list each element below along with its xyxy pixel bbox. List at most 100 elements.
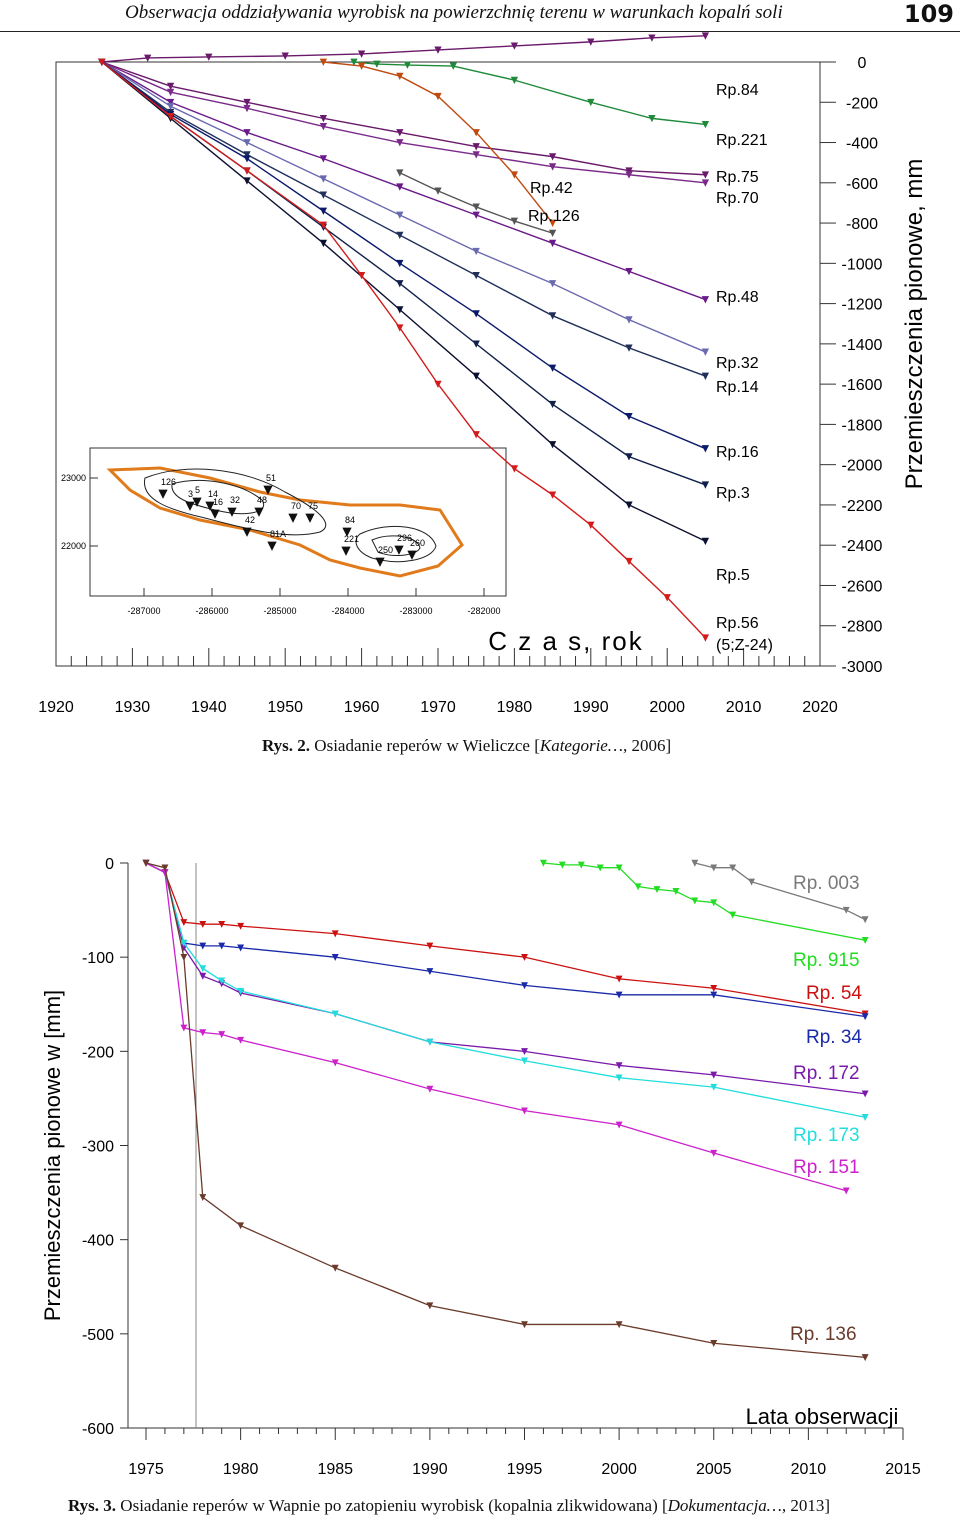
figure-2-caption: Rys. 2. Osiadanie reperów w Wieliczce [K…	[262, 736, 671, 756]
data-point	[319, 191, 328, 199]
data-point	[748, 878, 756, 886]
data-point	[615, 864, 623, 872]
data-point	[625, 316, 633, 324]
data-point	[199, 1029, 207, 1037]
inset-benchmark-label: 3	[188, 489, 193, 499]
series-line	[145, 862, 847, 1192]
data-point	[710, 991, 718, 999]
y-tick-label: -200	[82, 1044, 114, 1061]
inset-x-label: -282000	[467, 606, 500, 616]
data-point	[710, 899, 718, 907]
data-point	[615, 975, 623, 983]
series-rp-84: Rp.84	[98, 32, 759, 99]
inset-benchmark-marker	[227, 507, 237, 517]
data-point	[472, 143, 480, 151]
data-point	[701, 634, 710, 642]
series-rp-34: Rp. 34	[142, 859, 869, 1048]
series-rp-16: Rp.16	[98, 58, 759, 461]
data-point	[615, 1121, 623, 1129]
data-point	[548, 163, 557, 171]
y-tick-label: -2800	[842, 619, 883, 636]
caption-end: , 2013]	[781, 1496, 831, 1515]
data-point	[319, 155, 328, 163]
series-rp-126: Rp.126	[396, 169, 580, 238]
data-point	[701, 372, 710, 380]
data-point	[331, 930, 339, 938]
series-label: Rp. 003	[793, 873, 860, 894]
caption-label: Rys. 3.	[68, 1496, 117, 1515]
data-point	[237, 944, 245, 952]
data-point	[701, 537, 710, 546]
data-point	[373, 60, 381, 68]
y-tick-label: -600	[82, 1421, 114, 1438]
data-point	[587, 521, 595, 529]
inset-benchmark-label: 14	[208, 489, 218, 499]
x-tick-label: 1985	[317, 1461, 353, 1478]
data-point	[510, 217, 519, 225]
inset-benchmark-marker	[192, 497, 202, 507]
series-rp-221: Rp.221	[350, 58, 768, 149]
inset-benchmark-marker	[242, 527, 252, 537]
data-point	[587, 38, 595, 46]
data-point	[218, 1031, 226, 1039]
series-rp-151: Rp. 151	[142, 859, 860, 1195]
inset-benchmark-label: 250	[378, 545, 393, 555]
inset-benchmark-label: 260	[410, 538, 425, 548]
data-point	[180, 919, 188, 927]
data-point	[403, 61, 412, 69]
data-point	[701, 445, 710, 453]
data-point	[521, 1107, 528, 1115]
inset-x-label: -285000	[263, 606, 296, 616]
data-point	[396, 280, 404, 288]
data-point	[199, 942, 207, 950]
data-point	[319, 239, 328, 248]
data-point	[648, 114, 656, 123]
series-rp-172: Rp. 172	[142, 859, 869, 1098]
data-point	[625, 557, 633, 566]
data-point	[426, 1085, 434, 1093]
caption-source: Kategorie…	[539, 736, 623, 755]
series-label: Rp. 34	[806, 1027, 862, 1048]
data-point	[396, 72, 404, 80]
y-tick-label: 0	[858, 55, 867, 72]
y-tick-label: -400	[846, 136, 878, 153]
y-tick-label: -100	[82, 950, 114, 967]
data-point	[510, 171, 519, 179]
inset-benchmark-marker	[210, 509, 220, 519]
series-label: Rp.126	[528, 208, 580, 225]
y-tick-label: -300	[82, 1139, 114, 1156]
data-point	[180, 1024, 188, 1032]
series-label: Rp.42	[530, 180, 573, 197]
data-point	[243, 177, 251, 185]
y-tick-label: -400	[82, 1233, 114, 1250]
inset-frame	[89, 447, 507, 597]
y-tick-label: -2400	[842, 538, 883, 555]
inset-benchmark-marker	[342, 527, 352, 537]
data-point	[357, 50, 366, 58]
inset-y-label: 23000	[61, 473, 86, 483]
y-tick-label: -3000	[842, 659, 883, 676]
data-point	[237, 987, 245, 995]
series-label: Rp.3	[716, 485, 750, 502]
x-tick-label: 1930	[115, 699, 151, 716]
data-point	[615, 991, 623, 999]
series-line	[101, 35, 706, 63]
data-point	[281, 52, 289, 60]
data-point	[396, 139, 404, 147]
data-point	[691, 859, 699, 867]
data-point	[426, 968, 434, 975]
data-point	[625, 453, 633, 461]
data-point	[653, 886, 661, 894]
inset-benchmark-label: 84	[345, 515, 355, 525]
data-point	[472, 129, 480, 137]
series-rp-42: Rp.42	[319, 58, 573, 227]
mining-boundary	[106, 466, 464, 578]
series-rp-54: Rp. 54	[142, 859, 869, 1018]
y-tick-label: -1000	[842, 256, 883, 273]
data-point	[701, 171, 710, 179]
inset-benchmark-marker	[394, 545, 404, 555]
data-point	[434, 46, 442, 54]
series-rp-5: Rp.5	[98, 58, 750, 584]
caption-text: Osiadanie reperów w Wapnie po zatopieniu…	[120, 1496, 668, 1515]
